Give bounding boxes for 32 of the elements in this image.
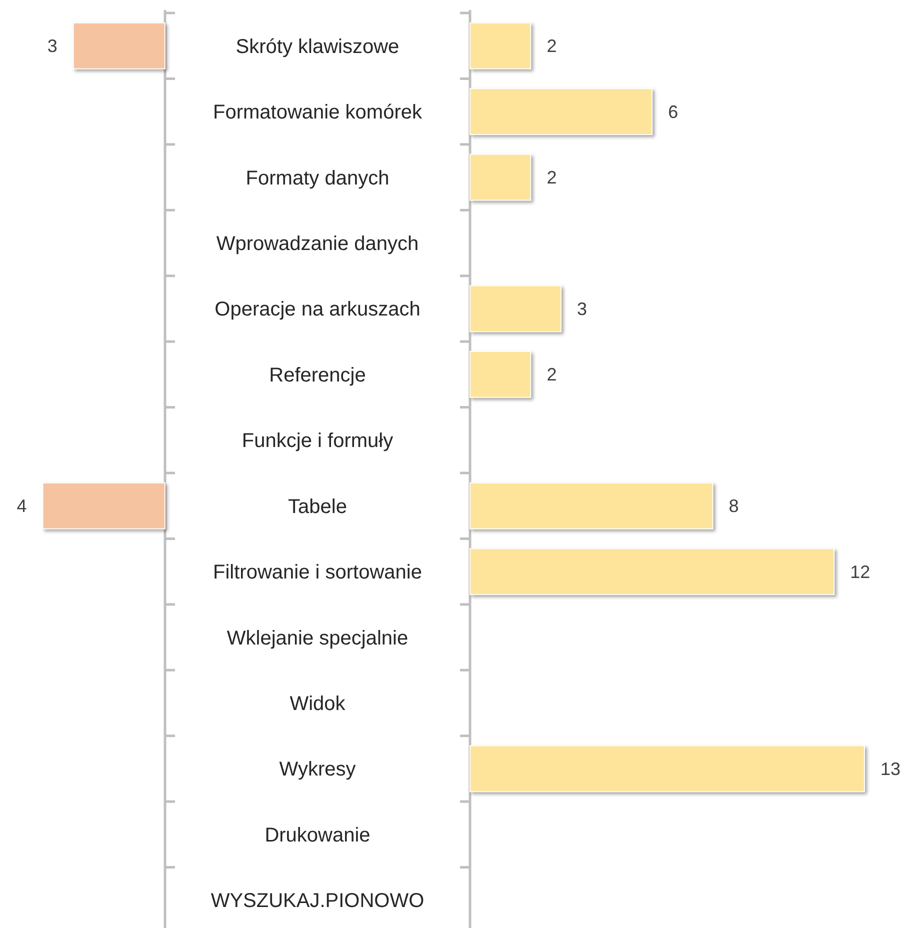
- bar: [470, 88, 653, 136]
- data-label: 3: [47, 36, 58, 56]
- y-tick-label: Tabele: [288, 496, 347, 518]
- bar: [470, 548, 835, 596]
- bar: [470, 482, 714, 530]
- data-label: 2: [546, 168, 557, 188]
- data-label: 6: [668, 102, 678, 122]
- y-tick-label: Skróty klawiszowe: [236, 36, 400, 58]
- bar: [470, 285, 562, 332]
- bar: [470, 154, 532, 201]
- data-label: 13: [880, 759, 901, 780]
- y-tick-label: Formaty danych: [246, 167, 390, 190]
- bar: [470, 22, 532, 70]
- data-label: 12: [850, 562, 870, 582]
- y-tick-label: Filtrowanie i sortowanie: [213, 562, 422, 584]
- y-tick-label: WYSZUKAJ.PIONOWO: [210, 890, 424, 912]
- y-tick-label: Operacje na arkuszach: [214, 298, 420, 321]
- y-tick-label: Widok: [290, 693, 346, 715]
- y-tick-label: Drukowanie: [264, 824, 370, 846]
- data-label: 2: [546, 364, 557, 385]
- data-label: 3: [577, 299, 588, 320]
- y-tick-label: Referencje: [269, 364, 366, 386]
- y-tick-label: Wprowadzanie danych: [216, 233, 419, 255]
- y-tick-label: Funkcje i formuły: [242, 430, 394, 452]
- data-label: 2: [546, 36, 557, 56]
- y-tick-label: Formatowanie komórek: [213, 102, 423, 124]
- data-label: 8: [728, 496, 739, 516]
- bar: [470, 350, 532, 398]
- data-label: 4: [16, 496, 27, 516]
- bar: [470, 745, 865, 792]
- y-tick-label: Wklejanie specjalnie: [226, 627, 408, 650]
- y-tick-label: Wykresy: [279, 758, 356, 781]
